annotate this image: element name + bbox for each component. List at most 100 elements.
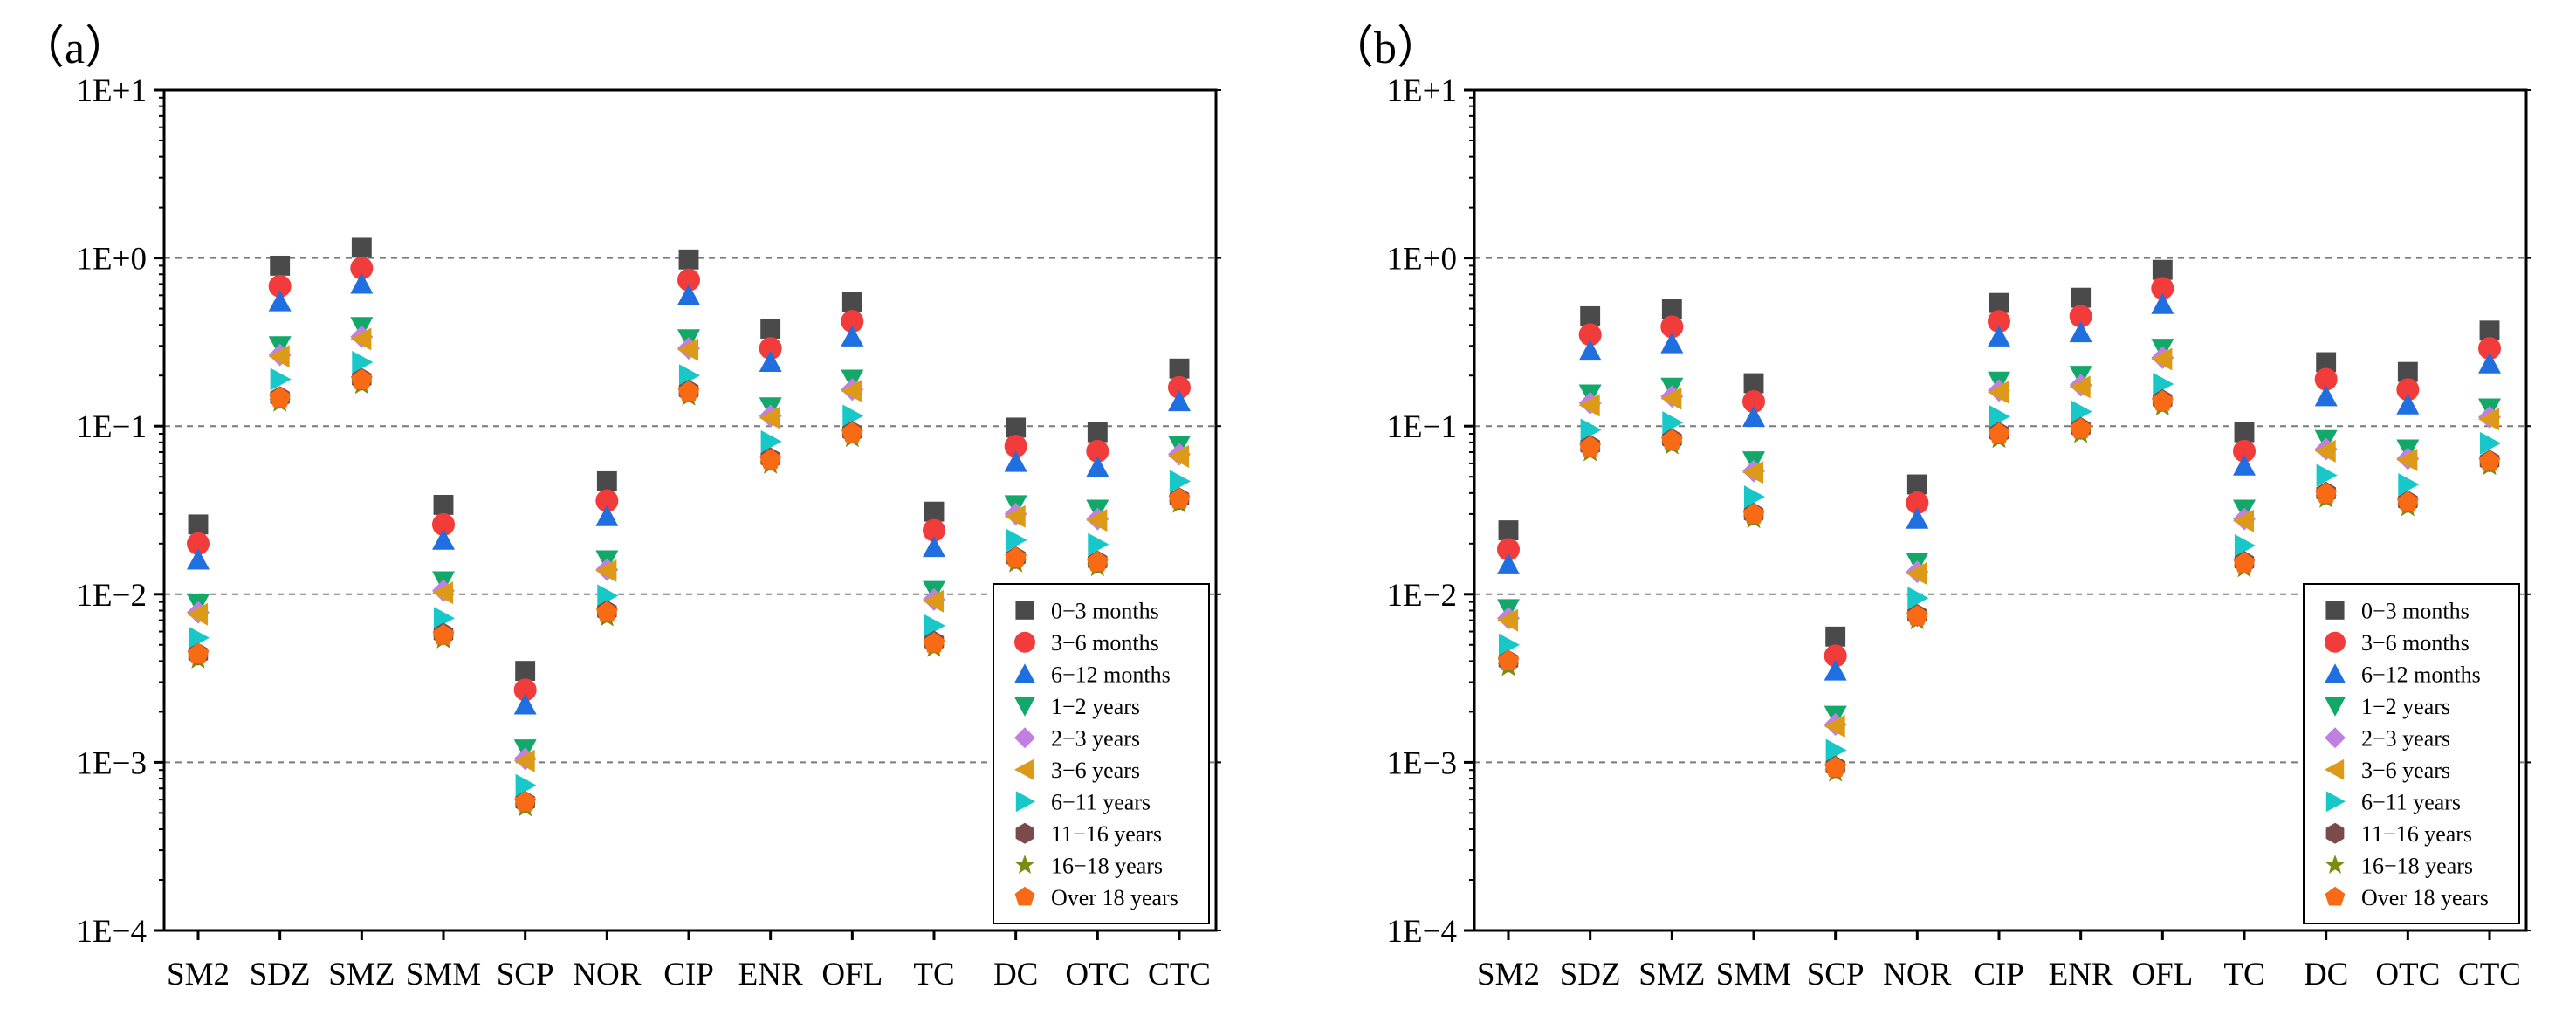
data-point [2233,439,2256,463]
legend-marker [2325,727,2346,749]
series-3−6 years [187,327,1190,772]
x-tick-label: TC [2223,957,2264,992]
x-tick-label: NOR [573,957,641,992]
data-point [1169,470,1191,493]
data-point [596,470,617,491]
series-0−3 months [188,237,1190,682]
data-point [1168,390,1191,412]
data-point [1086,456,1109,477]
data-point [1498,520,1519,541]
series-6−12 months [187,272,1191,715]
data-point [2314,439,2336,463]
legend-marker [2325,822,2345,844]
x-tick-label: SDZ [1560,957,1621,992]
data-point [1578,340,1602,361]
data-point [2478,450,2501,471]
data-point [1169,358,1190,379]
data-point [1660,387,1682,410]
data-point [924,501,945,522]
legend: 0−3 months 3−6 months 6−12 months 1−2 years… [2303,583,2520,924]
data-point [759,350,782,373]
y-tick-label: 1E+0 [1387,242,1457,278]
series-3−6 months [1497,277,2501,668]
data-point [1086,551,1109,572]
data-point [2396,378,2420,402]
legend-marker [1014,727,1035,749]
y-tick-label: 1E−2 [77,578,147,614]
x-tick-label: SM2 [1477,957,1540,992]
data-point [1006,417,1027,438]
data-point [2070,417,2092,439]
data-point [595,505,619,526]
data-point [187,548,210,570]
data-point [2397,361,2418,382]
data-point [1579,436,1602,457]
legend-label: 6−11 years [1051,789,1151,814]
data-point [351,237,372,258]
data-point [2316,352,2337,373]
data-point [2071,287,2092,308]
y-tick-label: 1E−1 [77,409,147,445]
data-point [1743,485,1765,509]
data-point [1988,310,2010,333]
data-point [187,642,210,663]
data-point [2316,463,2338,487]
data-point [2478,352,2501,374]
legend-label: Over 18 years [2361,885,2489,910]
legend-marker [1015,791,1035,813]
legend-marker [1014,759,1034,780]
data-point [270,255,291,276]
x-tick-label: CIP [663,957,714,992]
data-point [187,602,209,626]
data-point [2396,491,2419,512]
data-point [1906,561,1927,585]
legend-marker [2325,631,2346,653]
legend-marker [1014,663,1035,683]
data-point [2315,482,2338,504]
data-point [515,661,536,682]
data-point [1497,553,1520,574]
data-point [1906,474,1927,495]
data-point [268,274,292,298]
data-point [513,749,535,772]
data-point [350,257,374,280]
data-point [760,429,782,453]
legend-marker [2325,886,2346,906]
data-point [350,368,373,389]
data-point [1907,587,1929,610]
legend-label: 6−12 months [2361,662,2481,687]
data-point [923,589,945,613]
data-point [841,292,862,312]
data-point [2233,552,2256,573]
y-tick-label: 1E−4 [1387,914,1457,950]
data-point [1989,292,2009,313]
data-point [1004,435,1027,458]
legend-marker [1015,601,1034,620]
data-point [1743,373,1764,394]
data-point [352,350,374,374]
data-point [1580,305,1601,326]
series-6−11 years [1498,372,2501,762]
data-point [923,632,945,653]
data-point [2478,337,2501,360]
data-point [432,528,455,550]
y-tick-label: 1E+1 [1387,73,1457,109]
data-point [841,325,864,347]
data-point [678,364,700,388]
legend-label: 3−6 years [1051,758,1140,783]
data-point [2151,292,2174,314]
x-tick-label: CIP [1974,957,2024,992]
legend-label: 16−18 years [2361,853,2473,878]
data-point [188,514,209,535]
x-tick-label: SCP [497,957,554,992]
legend-label: 3−6 months [1051,630,1159,656]
data-point [2233,509,2255,532]
legend-label: 11−16 years [1051,821,1162,847]
y-tick-label: 1E−3 [1387,745,1457,781]
data-point [842,404,864,428]
data-point [2153,372,2174,395]
data-point [1578,394,1600,417]
data-point [268,290,292,312]
data-point [2151,390,2174,411]
y-tick-label: 1E−3 [77,745,147,781]
